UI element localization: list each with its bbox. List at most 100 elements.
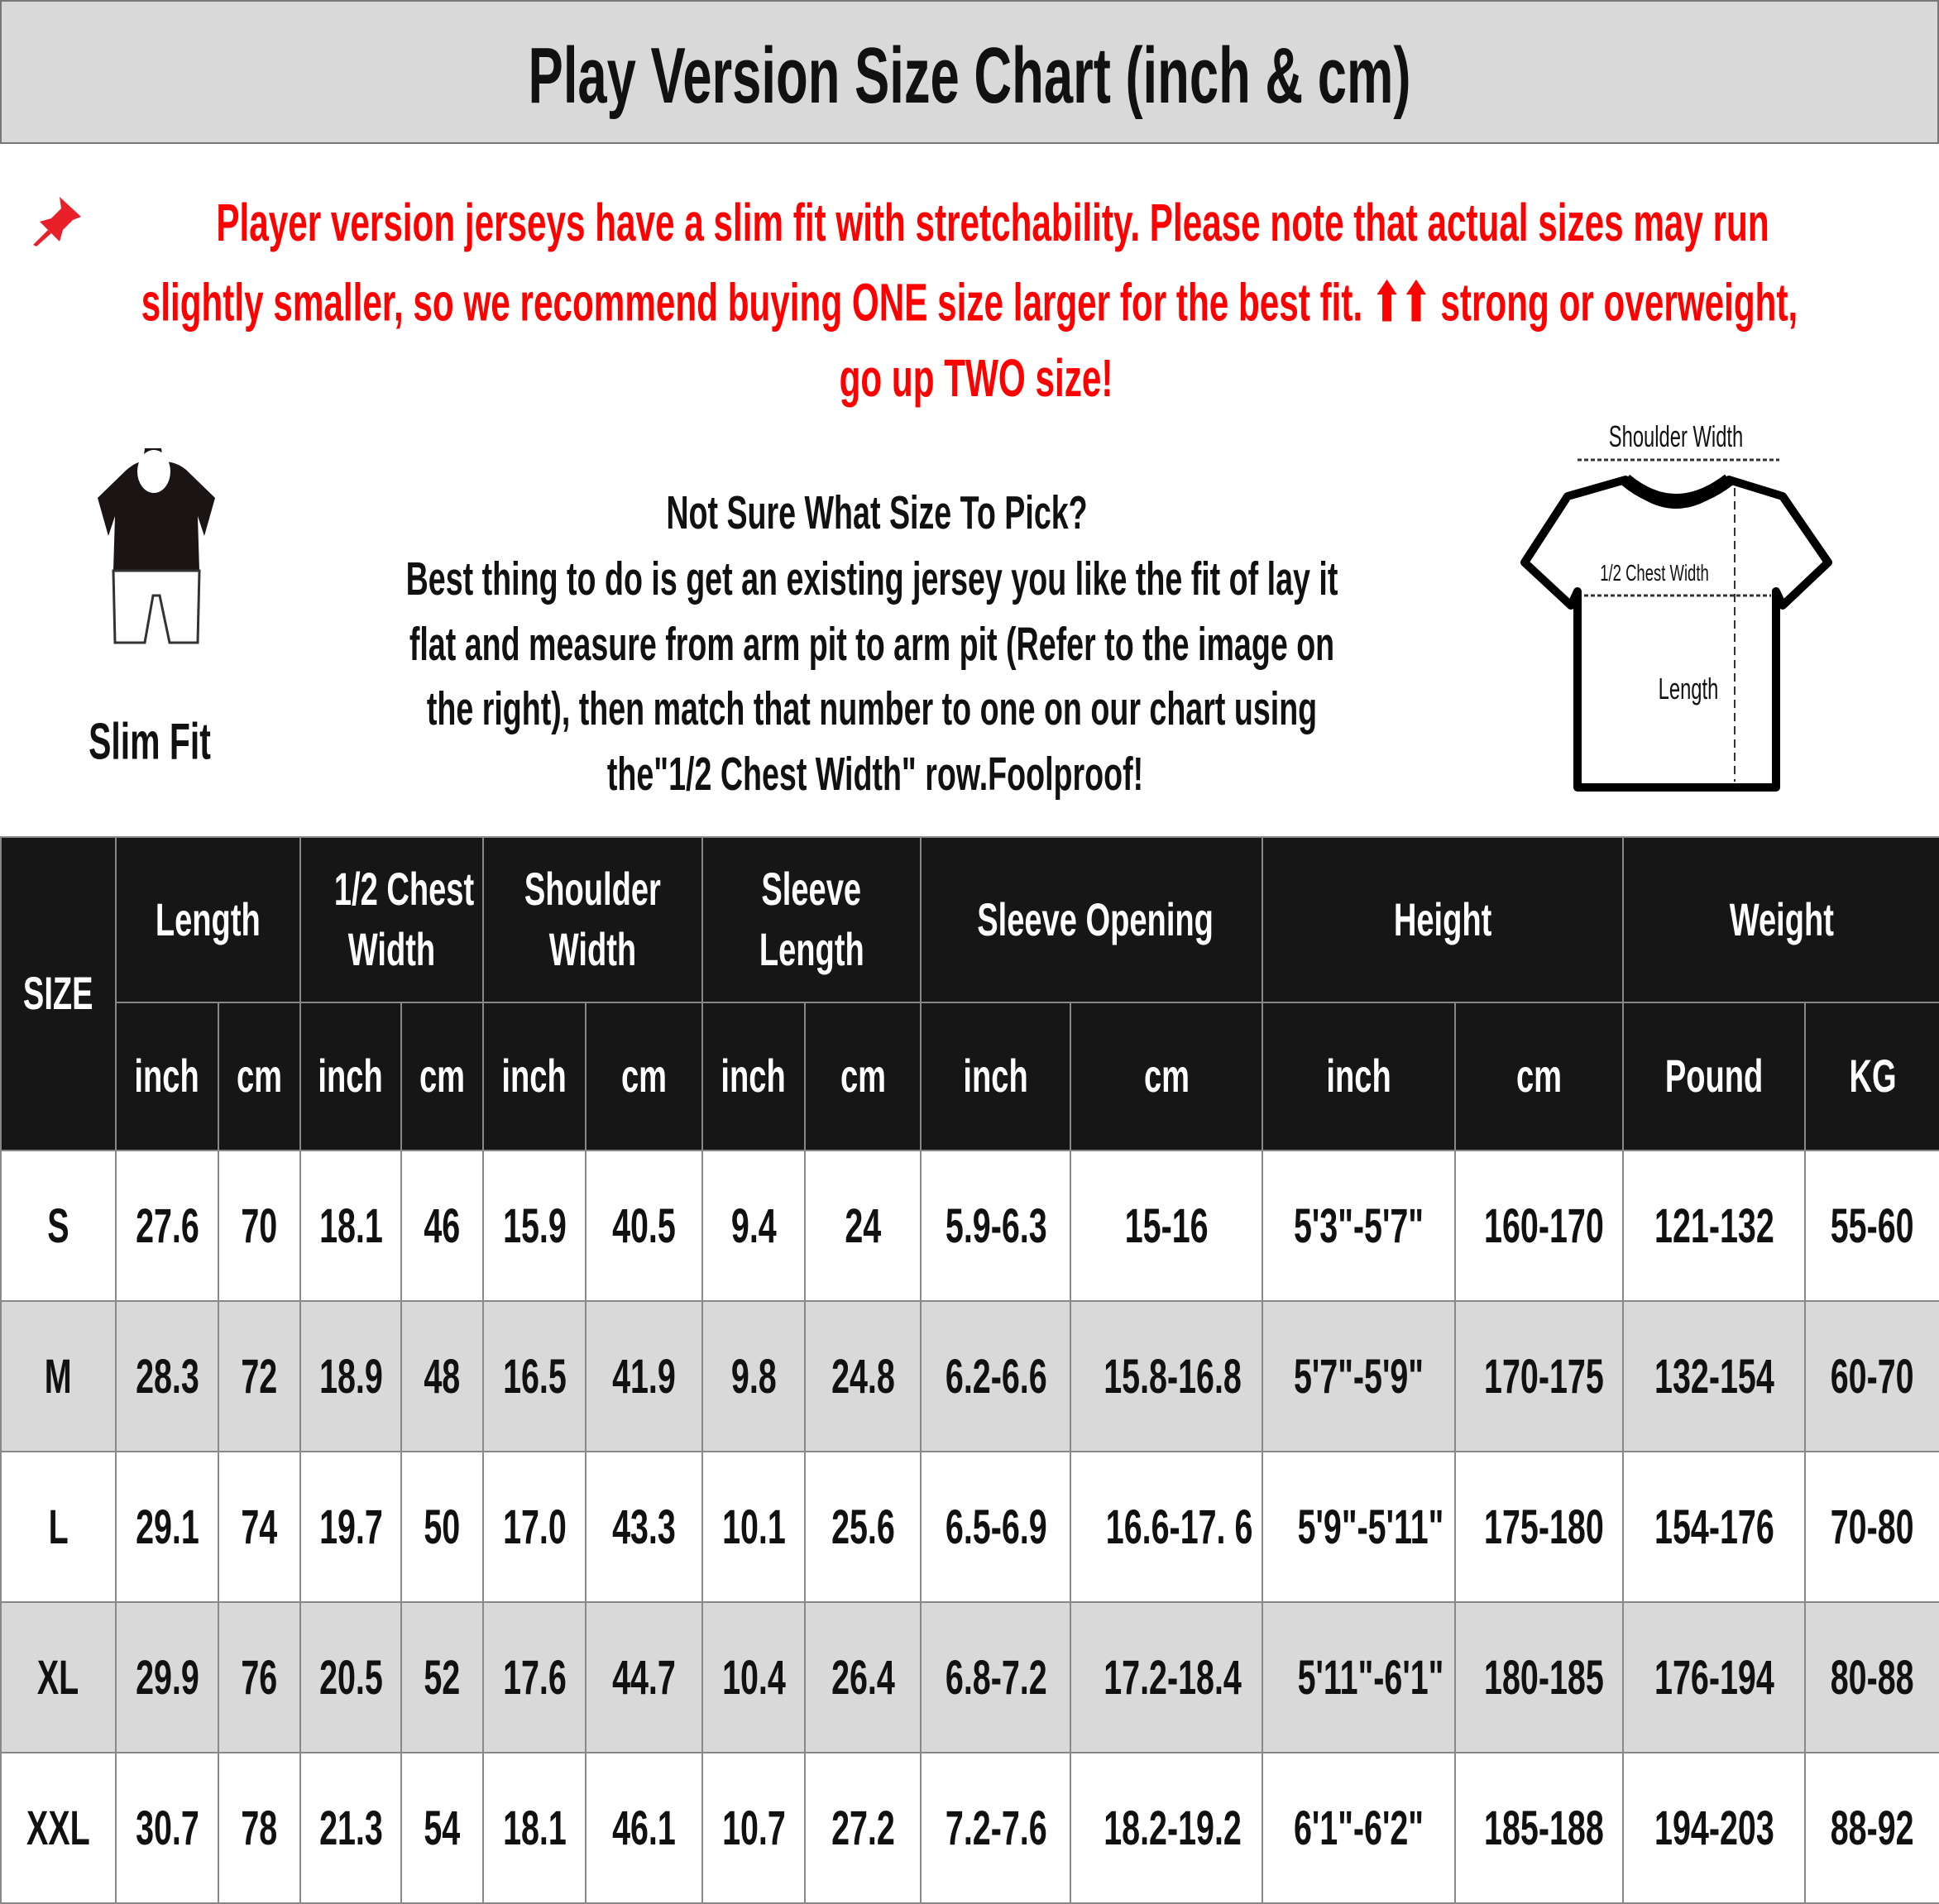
size-cell: M	[0, 1300, 117, 1452]
value-cell: 6.8-7.2	[920, 1601, 1071, 1753]
pushpin-icon	[33, 197, 81, 246]
value-cell: 160-170	[1454, 1150, 1625, 1302]
header-text: Length	[759, 923, 864, 975]
value-cell: 60-70	[1804, 1300, 1939, 1452]
value-cell: 41.9	[585, 1300, 703, 1452]
table-row: L 29.1 74 19.7 50 17.0 43.3 10.1 25.6 6.5-6.9 16.6…	[0, 1451, 1939, 1603]
table-row: M 28.3 72 18.9 48 16.5 41.9 9.8 24.8 6.2-6.6 15.8-…	[0, 1300, 1939, 1452]
value-cell: 54	[400, 1752, 484, 1904]
measurement-diagram: Shoulder Width 1/2 Chest Width Length	[1518, 414, 1836, 798]
value-cell: 18.9	[299, 1300, 402, 1452]
table-row: XXL 30.7 78 21.3 54 18.1 46.1 10.7 27.2 7.2-7.6 18…	[0, 1752, 1939, 1904]
column-group-header: 1/2 Chest Width	[299, 836, 484, 1003]
title-band: Play Version Size Chart (inch & cm)	[0, 0, 1939, 144]
unit-header: inch	[920, 1002, 1071, 1151]
value-cell: 17.6	[482, 1601, 586, 1753]
value-cell: 88-92	[1804, 1752, 1939, 1904]
value-cell: 15-16	[1069, 1150, 1264, 1302]
unit-header: cm	[1454, 1002, 1625, 1151]
notice-line: slightly smaller, so we recommend buying…	[141, 272, 1798, 332]
header-text: Width	[347, 923, 436, 975]
value-cell: 44.7	[585, 1601, 703, 1753]
value-cell: 175-180	[1454, 1451, 1625, 1603]
header-text: Sleeve	[761, 863, 862, 916]
unit-header: Pound	[1622, 1002, 1807, 1151]
unit-header: cm	[218, 1002, 301, 1151]
unit-header: inch	[1262, 1002, 1457, 1151]
value-cell: 19.7	[299, 1451, 402, 1603]
unit-header: inch	[482, 1002, 586, 1151]
guide-heading: Not Sure What Size To Pick?	[666, 486, 1088, 539]
page-title: Play Version Size Chart (inch & cm)	[528, 31, 1411, 120]
value-cell: 74	[218, 1451, 301, 1603]
value-cell: 27.2	[804, 1752, 922, 1904]
value-cell: 10.4	[701, 1601, 806, 1753]
value-cell: 30.7	[115, 1752, 219, 1904]
value-cell: 18.1	[299, 1150, 402, 1302]
value-cell: 28.3	[115, 1300, 219, 1452]
value-cell: 76	[218, 1601, 301, 1753]
value-cell: 40.5	[585, 1150, 703, 1302]
value-cell: 7.2-7.6	[920, 1752, 1071, 1904]
value-cell: 17.0	[482, 1451, 586, 1603]
unit-header: inch	[701, 1002, 806, 1151]
value-cell: 5'3"-5'7"	[1262, 1150, 1457, 1302]
value-cell: 10.1	[701, 1451, 806, 1603]
value-cell: 18.1	[482, 1752, 586, 1904]
unit-header: cm	[400, 1002, 484, 1151]
value-cell: 5'7"-5'9"	[1262, 1300, 1457, 1452]
table-row: S 27.6 70 18.1 46 15.9 40.5 9.4 24 5.9-6.3 15-16 5'…	[0, 1150, 1939, 1302]
value-cell: 43.3	[585, 1451, 703, 1603]
chest-width-label: 1/2 Chest Width	[1600, 560, 1709, 586]
header-text: Sleeve Opening	[977, 892, 1214, 945]
value-cell: 16.5	[482, 1300, 586, 1452]
size-cell: XL	[0, 1601, 117, 1753]
tshirt-outline-icon	[1520, 458, 1832, 792]
unit-header: cm	[585, 1002, 703, 1151]
value-cell: 194-203	[1622, 1752, 1807, 1904]
value-cell: 15.8-16.8	[1069, 1300, 1264, 1452]
size-table: SIZE Length 1/2 Chest Width Shoulder Width Sl…	[0, 836, 1939, 1904]
value-cell: 21.3	[299, 1752, 402, 1904]
value-cell: 17.2-18.4	[1069, 1601, 1264, 1753]
column-group-header: Height	[1262, 836, 1625, 1003]
value-cell: 78	[218, 1752, 301, 1904]
shoulder-width-label: Shoulder Width	[1608, 419, 1744, 453]
value-cell: 154-176	[1622, 1451, 1807, 1603]
column-group-header: Shoulder Width	[482, 836, 703, 1003]
value-cell: 15.9	[482, 1150, 586, 1302]
column-group-header: Sleeve Length	[701, 836, 922, 1003]
unit-header: inch	[115, 1002, 219, 1151]
value-cell: 25.6	[804, 1451, 922, 1603]
value-cell: 55-60	[1804, 1150, 1939, 1302]
header-text: Weight	[1729, 892, 1834, 945]
value-cell: 18.2-19.2	[1069, 1752, 1264, 1904]
value-cell: 52	[400, 1601, 484, 1753]
value-cell: 5'11"-6'1"	[1262, 1601, 1457, 1753]
value-cell: 185-188	[1454, 1752, 1625, 1904]
value-cell: 121-132	[1622, 1150, 1807, 1302]
value-cell: 27.6	[115, 1150, 219, 1302]
value-cell: 5.9-6.3	[920, 1150, 1071, 1302]
value-cell: 9.8	[701, 1300, 806, 1452]
value-cell: 46	[400, 1150, 484, 1302]
value-cell: 9.4	[701, 1150, 806, 1302]
value-cell: 6.5-6.9	[920, 1451, 1071, 1603]
column-group-header: Weight	[1622, 836, 1939, 1003]
unit-header: cm	[804, 1002, 922, 1151]
value-cell: 24.8	[804, 1300, 922, 1452]
value-cell: 24	[804, 1150, 922, 1302]
value-cell: 29.1	[115, 1451, 219, 1603]
value-cell: 48	[400, 1300, 484, 1452]
value-cell: 180-185	[1454, 1601, 1625, 1753]
header-text: 1/2 Chest	[333, 863, 475, 916]
size-cell: XXL	[0, 1752, 117, 1904]
guide-line: flat and measure from arm pit to arm pit…	[409, 618, 1335, 671]
header-text: Height	[1393, 892, 1492, 945]
column-group-header: Sleeve Opening	[919, 836, 1264, 1003]
slim-fit-figure-icon	[98, 448, 215, 644]
header-text: Width	[548, 923, 637, 975]
unit-header: cm	[1069, 1002, 1264, 1151]
value-cell: 6.2-6.6	[920, 1300, 1071, 1452]
length-label: Length	[1658, 672, 1719, 706]
